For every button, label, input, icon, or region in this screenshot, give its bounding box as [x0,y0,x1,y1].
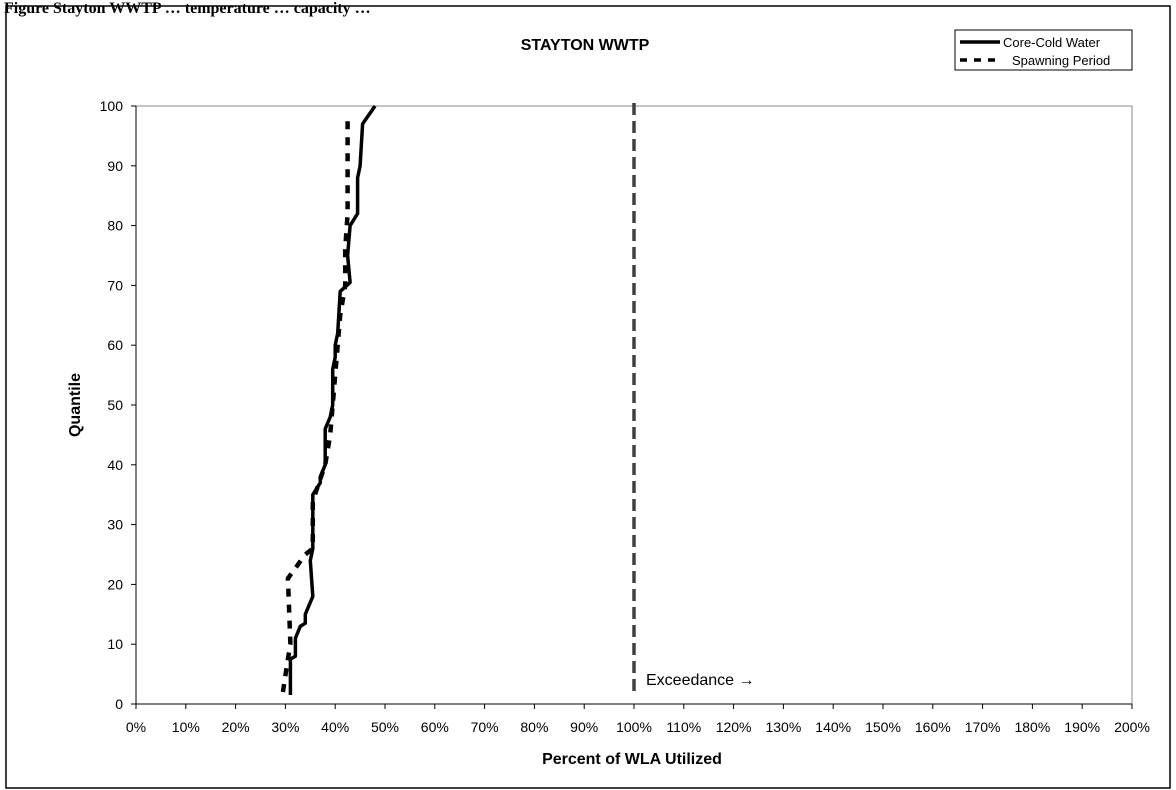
y-tick-label: 80 [107,218,123,234]
x-tick-label: 40% [321,719,349,735]
y-tick-label: 0 [115,696,123,712]
legend-label-spawning-period: Spawning Period [1012,53,1110,68]
x-tick-label: 130% [765,719,801,735]
y-tick-label: 70 [107,277,123,293]
series-line-core-cold-water [288,105,377,695]
y-tick-label: 30 [107,517,123,533]
chart-frame [5,5,1171,789]
y-axis: 0 10 20 30 40 50 60 70 80 90 100 [100,98,137,712]
x-tick-label: 90% [570,719,598,735]
y-tick-label: 10 [107,636,123,652]
x-tick-label: 170% [965,719,1001,735]
y-tick-label: 100 [100,98,124,114]
x-tick-label: 50% [371,719,399,735]
x-tick-label: 110% [666,719,701,735]
x-tick-label: 190% [1064,719,1100,735]
exceedance-annotation: Exceedance → [646,672,755,689]
chart-title: STAYTON WWTP [521,37,650,54]
series-line-spawning-period [280,118,350,693]
legend-label-core-cold-water: Core-Cold Water [1003,35,1101,50]
page-heading: Figure Stayton WWTP … temperature … capa… [4,0,371,17]
y-tick-label: 40 [107,457,123,473]
x-tick-label: 10% [172,719,200,735]
x-tick-label: 140% [815,719,851,735]
y-tick-label: 60 [107,337,123,353]
legend-box [954,29,1133,71]
x-tick-label: 180% [1014,719,1050,735]
x-tick-label: 150% [865,719,901,735]
x-tick-label: 60% [421,719,449,735]
x-tick-label: 100% [616,719,652,735]
x-tick-label: 20% [222,719,250,735]
x-tick-label: 70% [471,719,499,735]
x-tick-label: 0% [126,719,146,735]
y-tick-label: 90 [107,158,123,174]
x-axis: 0% 10% 20% 30% 40% 50% 60% 70% 80% 90% 100% 110% 120… [126,703,1150,735]
y-axis-label: Quantile [67,373,84,437]
x-axis-label: Percent of WLA Utilized [542,751,722,768]
series-group [280,105,377,695]
x-tick-label: 120% [716,719,752,735]
y-tick-label: 20 [107,576,123,592]
x-tick-label: 30% [271,719,299,735]
y-tick-label: 50 [107,397,123,413]
legend: Core-Cold Water Spawning Period [954,29,1133,71]
x-tick-label: 200% [1114,719,1150,735]
x-tick-label: 160% [915,719,951,735]
x-tick-label: 80% [520,719,548,735]
